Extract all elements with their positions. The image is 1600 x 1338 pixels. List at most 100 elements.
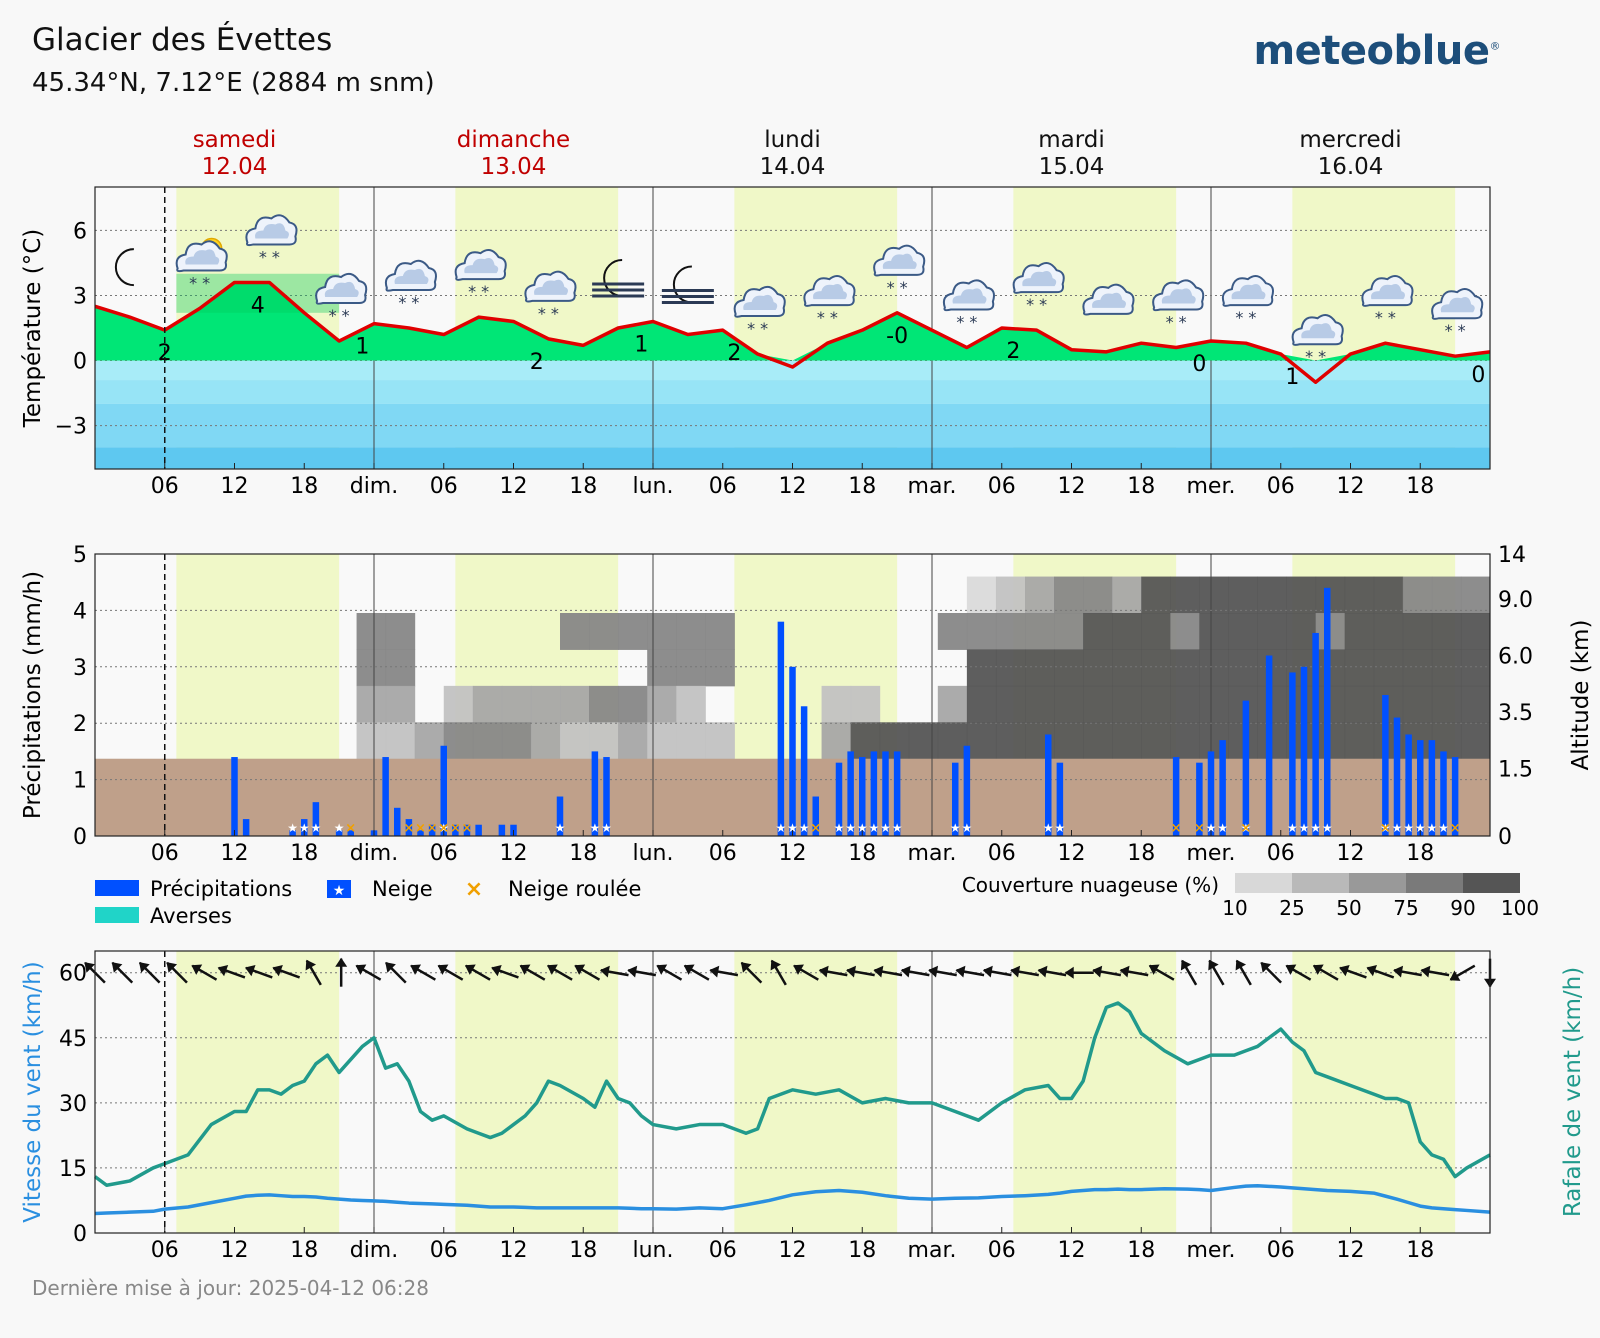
arrow-head — [1449, 970, 1461, 981]
cloud-shade — [185, 249, 220, 265]
arrow-head — [574, 964, 586, 975]
x-tick-label: 12 — [500, 1238, 528, 1263]
cloud-cover-cell — [1460, 649, 1491, 687]
last-update: Dernière mise à jour: 2025-04-12 06:28 — [32, 1276, 429, 1300]
cloud-cover-cell — [1141, 722, 1171, 760]
wind-direction-arrow — [1208, 959, 1225, 986]
snow-marker: ★ — [1287, 821, 1298, 835]
cloud-cover-cell — [1141, 612, 1171, 650]
location-coordinates: 45.34°N, 7.12°E (2884 m snm) — [32, 68, 435, 98]
cloud-cover-cell — [1286, 576, 1317, 614]
arrow-head — [272, 965, 283, 977]
x-tick-label: 18 — [848, 1238, 876, 1263]
precip-legend-swatch — [95, 880, 139, 896]
cloud-cover-cell — [995, 722, 1026, 760]
cloud-cover-cell — [937, 612, 968, 650]
arrow-head — [1393, 965, 1404, 978]
cloud-snow-icon: * * — [803, 275, 856, 327]
wind-direction-arrow — [1235, 959, 1252, 986]
cloud-legend-swatch — [1235, 873, 1292, 893]
cloud-cover-cell — [1141, 576, 1171, 614]
arrow-head — [1010, 965, 1021, 978]
x-tick-label: 12 — [221, 1238, 249, 1263]
temp-annotation: 2 — [1006, 339, 1020, 364]
wind-direction-arrow — [683, 964, 710, 981]
cloud-cover-cell — [647, 685, 677, 723]
x-tick-label: 12 — [1337, 1238, 1365, 1263]
precip-bar — [428, 824, 436, 836]
cloud-cover-cell — [995, 649, 1026, 687]
x-tick-label: 12 — [221, 841, 249, 866]
cloud-shade — [394, 268, 429, 284]
cloud-cover-cell — [501, 685, 532, 723]
graupel-marker: × — [810, 821, 821, 836]
precip-tick-label: 4 — [73, 599, 87, 624]
precip-bar — [847, 751, 854, 836]
graupel-marker: × — [345, 821, 356, 836]
cloud-cover-cell — [1373, 612, 1404, 650]
day-name: lundi — [764, 127, 821, 153]
snow-marker: ★ — [1380, 821, 1391, 835]
arrow-head — [1420, 965, 1431, 978]
moon-shape — [114, 248, 134, 287]
cloud-cover-cell — [560, 685, 590, 723]
temp-annotation: 0 — [1192, 352, 1206, 377]
day-date: 14.04 — [760, 154, 826, 180]
precip-bar — [1196, 762, 1203, 836]
x-tick-label: 18 — [569, 474, 597, 499]
cloud-cover-cell — [1054, 649, 1084, 687]
temp-annotation: 0 — [1471, 363, 1485, 388]
x-tick-label: 12 — [779, 474, 807, 499]
graupel-marker: × — [1450, 821, 1461, 836]
wind-direction-arrow — [900, 965, 930, 978]
precip-bar — [870, 751, 878, 836]
cloud-cover-cell — [1054, 722, 1084, 760]
cloud-icon — [1082, 283, 1135, 316]
wind-direction-arrow — [111, 961, 134, 984]
temp-tick-label: −3 — [55, 415, 87, 440]
cloud-cover-cell — [1344, 612, 1375, 650]
wind-direction-arrow — [1037, 965, 1067, 978]
snow-flakes: * * — [956, 313, 977, 332]
cloud-shade — [1440, 297, 1475, 313]
below-freezing-band — [95, 380, 1490, 404]
arrow-head — [770, 959, 782, 971]
snow-flakes: * * — [1445, 321, 1466, 340]
precip-bar — [952, 762, 959, 836]
precip-bar — [1265, 655, 1273, 836]
x-tick-label: 12 — [779, 841, 807, 866]
day-name: dimanche — [457, 127, 570, 153]
cloud-cover-cell — [1112, 685, 1142, 723]
cloud-snow-icon: * * — [942, 279, 995, 332]
cloud-cover-cell — [1054, 685, 1084, 723]
cloud-cover-cell — [676, 649, 706, 687]
cloud-snow-icon: * * — [1152, 279, 1205, 332]
wind-direction-arrow — [245, 965, 273, 979]
below-freezing-band — [95, 403, 1490, 448]
precip-bar — [242, 819, 250, 836]
x-tick-label: dim. — [350, 1238, 399, 1263]
precip-bar — [777, 621, 785, 836]
brand-name: meteoblue — [1253, 28, 1491, 74]
wind-direction-arrow — [1119, 965, 1149, 978]
wind-direction-arrow — [873, 965, 903, 978]
snow-flakes: * * — [1026, 295, 1047, 314]
cloud-cover-cell — [705, 612, 735, 650]
cloud-cover-cell — [1344, 685, 1375, 723]
arrow-head — [385, 962, 396, 973]
wind-direction-arrow — [272, 965, 301, 979]
precip-bar — [1219, 740, 1226, 836]
x-tick-label: mar. — [908, 841, 957, 866]
precip-bar — [556, 796, 564, 836]
cloud-cover-cell — [1170, 612, 1200, 650]
wind-direction-arrow — [982, 965, 1012, 978]
wind-direction-arrow — [138, 961, 161, 984]
cloud-cover-cell — [1141, 649, 1171, 687]
temp-tick-label: 3 — [73, 284, 87, 309]
arrow-head — [955, 965, 966, 978]
x-tick-label: 18 — [569, 841, 597, 866]
cloud-cover-cell — [589, 685, 619, 723]
altitude-tick-label: 0 — [1498, 825, 1512, 850]
cloud-cover-cell — [995, 576, 1026, 614]
cloud-legend-level: 75 — [1393, 896, 1418, 920]
